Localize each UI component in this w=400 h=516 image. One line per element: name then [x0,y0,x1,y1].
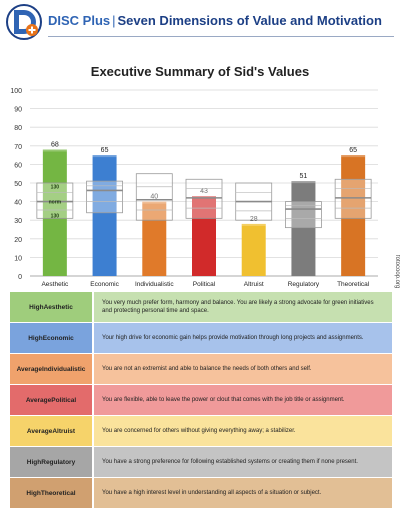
y-tick-label: 50 [14,181,22,188]
norm-label-norm: norm [49,200,62,206]
summary-table: High Aesthetic You very much prefer form, … [10,292,392,509]
bar-value-label: 65 [101,147,109,154]
bar-highlight [42,149,67,152]
bar-individualistic [142,201,167,276]
norm-label-high: 130 [51,185,60,191]
bar-value-label: 51 [300,173,308,180]
bar-highlight [341,155,366,158]
y-tick-label: 10 [14,255,22,262]
header-divider [48,36,394,37]
y-tick-label: 100 [10,88,22,95]
report-header: DISC Plus | Seven Dimensions of Value and … [0,0,400,44]
summary-row-label: High Regulatory [10,447,94,477]
summary-level: High [26,489,41,497]
chart-title: Executive Summary of Sid's Values [90,64,310,79]
summary-row-label: High Theoretical [10,478,94,508]
y-tick-label: 20 [14,237,22,244]
bar-highlight [142,201,167,204]
summary-description: You are not an extremist and able to bal… [102,366,312,372]
x-tick-label: Individualistic [135,281,174,288]
summary-row-regulatory: High Regulatory You have a strong preferen… [10,447,392,477]
brand-subtitle: Seven Dimensions of Value and Motivation [117,13,382,28]
summary-row-altruist: Average Altruist You are concerned for oth… [10,416,392,446]
summary-dimension: Aesthetic [43,303,73,311]
summary-row-label: High Economic [10,323,94,353]
bar-highlight [192,196,216,199]
summary-description: Your high drive for economic gain helps … [102,335,364,341]
norm-band-box [185,178,223,219]
summary-dimension: Political [51,396,77,404]
summary-description: You are concerned for others without giv… [102,428,296,434]
summary-level: High [29,303,44,311]
summary-row-label: Average Altruist [10,416,94,446]
brand-name: DISC Plus [48,13,111,28]
summary-row-political: Average Political You are flexible, able t… [10,385,392,415]
values-bar-chart: 0 10 20 30 40 50 60 70 80 90 100 68 Aesthetic 65 Econo… [10,88,378,288]
y-tick-label: 30 [14,218,22,225]
summary-level: Average [26,427,53,435]
y-tick-label: 90 [14,107,22,114]
summary-dimension: Economic [42,334,74,342]
summary-dimension: Regulatory [41,458,76,466]
summary-level: Average [25,396,52,404]
y-tick-label: 60 [14,162,22,169]
y-tick-label: 70 [14,144,22,151]
summary-row-label: Average Individualistic [10,354,94,384]
norm-band-box [135,173,173,221]
summary-row-aesthetic: High Aesthetic You very much prefer form, … [10,292,392,322]
summary-description: You have a high interest level in unders… [102,490,322,496]
summary-level: High [26,458,42,466]
y-tick-label: 40 [14,200,22,207]
summary-dimension: Individualistic [42,365,86,373]
bar-regulatory [291,181,316,276]
bar-highlight [291,181,316,184]
bar-value-label: 28 [250,216,258,223]
disc-plus-logo-icon [6,4,42,40]
norm-band-box [36,182,74,219]
norm-label-low: 130 [51,214,60,220]
brand-separator: | [112,13,116,28]
norm-band-box [285,201,322,229]
y-tick-label: 0 [18,274,22,281]
bar-economic [92,155,117,276]
norm-band-box [86,180,123,214]
summary-description: You have a strong preference for followi… [102,459,358,465]
summary-row-economic: High Economic Your high drive for economic… [10,323,392,353]
x-tick-label: Political [193,281,216,288]
bar-value-label: 43 [200,188,208,195]
bar-value-label: 65 [349,147,357,154]
summary-row-theoretical: High Theoretical You have a high interest … [10,478,392,508]
summary-row-individualistic: Average Individualistic You are not an ext… [10,354,392,384]
bar-theoretical [341,155,366,276]
bar-aesthetic [42,149,67,276]
summary-row-label: High Aesthetic [10,292,94,322]
x-tick-label: Theoretical [337,281,370,288]
side-watermark-text: fotocoop.org [394,255,400,289]
summary-dimension: Theoretical [40,489,76,497]
bar-altruist [241,223,266,276]
summary-dimension: Altruist [52,427,76,435]
x-tick-label: Aesthetic [41,281,68,288]
bar-value-label: 68 [51,142,59,149]
bar-highlight [92,155,117,158]
summary-level: Average [16,365,43,373]
bar-highlight [241,223,266,226]
x-tick-label: Economic [90,281,119,288]
x-tick-label: Regulatory [288,281,320,288]
summary-description: You are flexible, able to leave the powe… [102,397,345,403]
x-tick-label: Altruist [244,281,264,288]
norm-band-box [334,178,372,219]
brand-title: DISC Plus | Seven Dimensions of Value and … [48,13,382,28]
y-tick-label: 80 [14,125,22,132]
bar-value-label: 40 [150,194,158,201]
summary-description: You very much prefer form, harmony and b… [102,300,374,314]
summary-row-label: Average Political [10,385,94,415]
summary-level: High [28,334,43,342]
bar-political [192,196,216,276]
